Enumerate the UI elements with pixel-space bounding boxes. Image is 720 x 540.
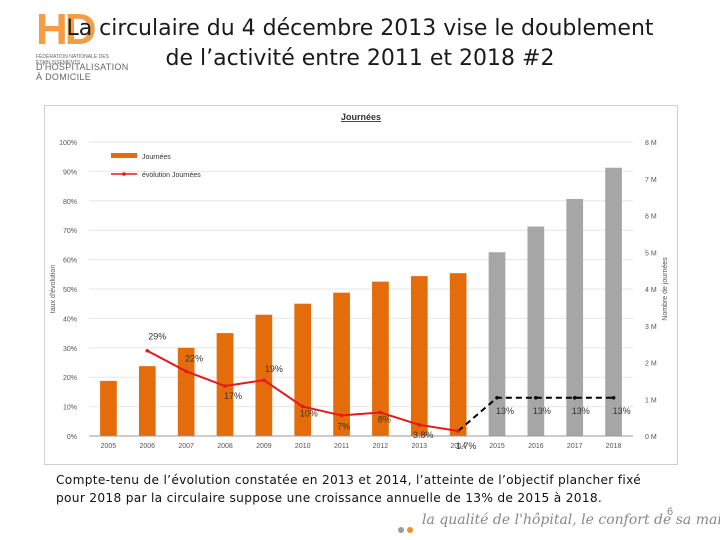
x-tick-label: 2010: [295, 443, 311, 450]
bar-2015: [488, 252, 506, 436]
y2-tick-label: 2 M: [645, 361, 657, 368]
data-label: 13%: [496, 406, 514, 416]
y-tick-label: 80%: [63, 199, 77, 206]
legend-swatch-bar: [111, 153, 137, 158]
y2-tick-label: 3 M: [645, 324, 657, 331]
page-number: 6: [667, 506, 674, 518]
y2-tick-label: 7 M: [645, 177, 657, 184]
x-tick-label: 2013: [411, 443, 427, 450]
line-point: [378, 410, 383, 415]
line-point: [534, 395, 538, 400]
line-point: [223, 384, 227, 388]
y-tick-label: 20%: [63, 375, 77, 382]
line-point: [300, 404, 305, 409]
bar-2017: [566, 198, 584, 436]
line-point: [262, 378, 266, 382]
x-tick-label: 2017: [567, 443, 583, 450]
x-tick-label: 2015: [489, 443, 505, 450]
bar-2006: [138, 366, 156, 436]
data-label: 3.8%: [413, 430, 434, 440]
line-point: [495, 395, 499, 400]
bar-2014: [449, 273, 467, 436]
x-tick-label: 2009: [256, 443, 272, 450]
data-label: 8%: [378, 414, 391, 424]
data-label: 22%: [185, 353, 203, 363]
hd-logo: HD FÉDÉRATION NATIONALE DES ÉTABLISSEMEN…: [36, 5, 129, 83]
footer-dots: [398, 520, 416, 538]
x-tick-label: 2018: [606, 443, 622, 450]
footer-tagline: la qualité de l'hôpital, le confort de s…: [422, 512, 720, 528]
line-point: [611, 395, 616, 400]
y-tick-label: 40%: [63, 316, 77, 323]
data-label: 10%: [300, 409, 318, 419]
journees-chart: Journées 0% 10% 20% 30% 40% 50% 60% 70% 80% 90% 100…: [50, 112, 669, 451]
line-point: [339, 413, 344, 418]
x-tick-label: 2008: [217, 443, 233, 450]
data-label: 1.7%: [456, 441, 477, 451]
logo-mark: HD: [36, 5, 97, 54]
y2-tick-label: 6 M: [645, 214, 657, 221]
footer-dot: [407, 527, 413, 533]
y2-tick-label: 8 M: [645, 140, 657, 147]
x-tick-label: 2016: [528, 443, 544, 450]
caption: Compte-tenu de l’évolution constatée en …: [56, 473, 641, 505]
bar-2012: [372, 281, 389, 436]
y2-tick-label: 0 M: [645, 434, 657, 441]
footer: la qualité de l'hôpital, le confort de s…: [398, 512, 720, 538]
y-tick-label: 70%: [63, 228, 77, 235]
footer-dot: [398, 527, 404, 533]
bar-2018: [605, 167, 622, 436]
legend-entry: évolution Journées: [142, 172, 201, 179]
line-point: [572, 395, 577, 400]
y2-tick-label: 4 M: [645, 287, 657, 294]
y-tick-label: 0%: [67, 434, 77, 441]
chart-title: Journées: [341, 112, 381, 122]
line-evolution-projected: [457, 396, 614, 432]
data-label: 17%: [224, 391, 242, 401]
line-point: [145, 348, 150, 353]
bar-2016: [527, 226, 545, 436]
logo-subtitle: FÉDÉRATION NATIONALE DES ÉTABLISSEMENTS: [36, 54, 109, 66]
data-label: 13%: [533, 406, 551, 416]
line-point: [184, 369, 188, 374]
slide-title-line-1: La circulaire du 4 décembre 2013 vise le…: [66, 16, 654, 41]
x-tick-label: 2006: [139, 443, 155, 450]
data-label: 13%: [613, 406, 631, 416]
data-label: 7%: [337, 421, 350, 431]
chart-frame: Journées 0% 10% 20% 30% 40% 50% 60% 70% 80% 90% 100…: [44, 105, 678, 465]
y-tick-label: 100%: [59, 140, 77, 147]
slide-title: La circulaire du 4 décembre 2013 vise le…: [40, 14, 680, 74]
slide-title-line-2: de l’activité entre 2011 et 2018 #2: [165, 46, 555, 71]
x-tick-label: 2007: [178, 443, 194, 450]
y-tick-label: 50%: [63, 287, 77, 294]
logo-subtitle-2: D'HOSPITALISATION À DOMICILE: [36, 62, 129, 82]
x-tick-label: 2005: [101, 443, 117, 450]
y-tick-label: 60%: [63, 258, 77, 265]
y2-tick-label: 1 M: [645, 397, 657, 404]
x-tick-label: 2012: [373, 443, 389, 450]
data-label: 29%: [148, 332, 166, 342]
legend-swatch-marker: [122, 172, 126, 176]
y2-tick-label: 5 M: [645, 250, 657, 257]
legend-entry: Journées: [142, 154, 171, 161]
y2-axis-label: Nombre de journées: [662, 257, 669, 321]
y-axis-label: taux d'évolution: [50, 265, 57, 314]
line-point: [417, 423, 422, 427]
x-tick-label: 2011: [334, 443, 349, 450]
data-label: 19%: [265, 364, 283, 374]
y-tick-label: 10%: [63, 405, 77, 412]
bar-2011: [333, 292, 350, 436]
line-point: [456, 429, 460, 433]
y-tick-label: 90%: [63, 169, 77, 176]
y-tick-label: 30%: [63, 346, 77, 353]
bar-2009: [255, 314, 273, 436]
bar-2013: [410, 276, 428, 436]
x-tick-label: 2014: [450, 443, 466, 450]
bar-2005: [100, 380, 117, 436]
data-label: 13%: [572, 406, 590, 416]
